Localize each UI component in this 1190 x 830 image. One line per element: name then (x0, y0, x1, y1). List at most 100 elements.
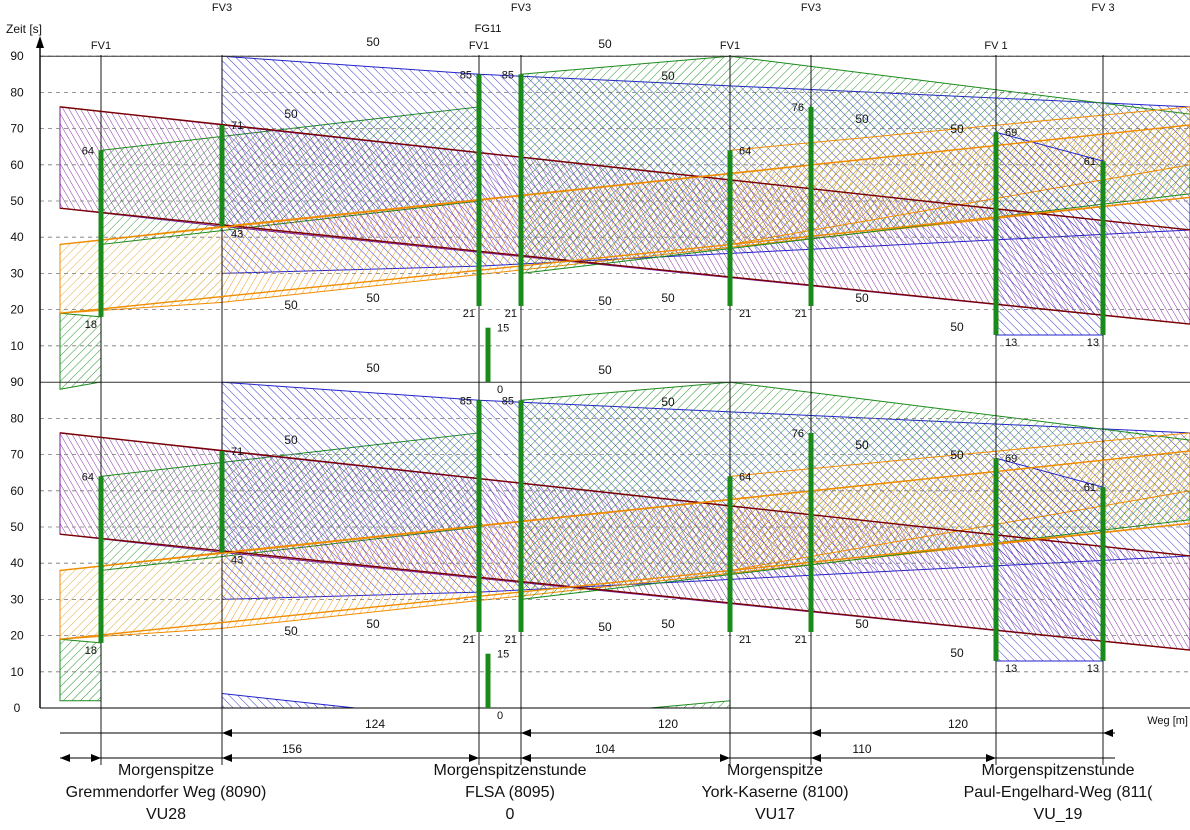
y-tick-label: 90 (10, 375, 24, 389)
speed-label: 50 (661, 69, 675, 83)
green-end-label: 15 (497, 649, 509, 661)
speed-label: 50 (855, 291, 869, 305)
green-end-label: 85 (502, 69, 514, 81)
dimension-arrowhead (91, 754, 101, 762)
band-green (649, 700, 731, 709)
junction-id: 0 (505, 806, 515, 823)
green-phase-bar (476, 400, 482, 632)
distance-label: 120 (948, 717, 968, 731)
green-start-label: 21 (463, 634, 475, 646)
green-phase-bar (476, 74, 482, 306)
green-phase-bar (808, 106, 814, 306)
junction-name: Gremmendorfer Weg (8090) (65, 784, 267, 801)
dimension-arrowhead (222, 754, 232, 762)
junction-label-3: Morgenspitze York-Kaserne (8100) VU17 (655, 760, 895, 826)
green-start-label: 43 (231, 228, 243, 240)
green-phase-bar (1100, 487, 1106, 661)
green-phase-bar (518, 400, 524, 632)
dimension-arrowhead (60, 754, 70, 762)
speed-label: 50 (855, 112, 869, 126)
progression-line (59, 533, 1190, 651)
green-phase-bar (727, 150, 733, 306)
y-tick-label: 80 (10, 411, 24, 425)
speed-label: 50 (284, 107, 298, 121)
green-start-label: 13 (1087, 663, 1099, 675)
green-end-label: 69 (1005, 127, 1017, 139)
x-axis-label: Weg [m] (1147, 715, 1188, 727)
speed-label: 50 (598, 620, 612, 634)
green-start-label: 21 (505, 634, 517, 646)
y-tick-label: 40 (10, 556, 24, 570)
dimension-arrowhead (1103, 729, 1113, 737)
speed-label: 50 (950, 122, 964, 136)
y-tick-label: 30 (10, 592, 24, 606)
speed-label: 50 (661, 617, 675, 631)
distance-label: 110 (852, 742, 871, 756)
speed-label: 50 (661, 395, 675, 409)
green-phase-bar (219, 124, 225, 227)
y-tick-label: 0 (14, 701, 21, 715)
green-phase-bar (485, 653, 491, 708)
signal-head-label: FV1 (91, 40, 111, 52)
junction-label-1: Morgenspitze Gremmendorfer Weg (8090) VU… (46, 760, 286, 826)
signal-head-label: FV 3 (1091, 2, 1114, 14)
speed-label: 50 (284, 298, 298, 312)
speed-label: 50 (366, 35, 380, 49)
green-start-label: 21 (739, 308, 751, 320)
distance-label: 104 (595, 742, 615, 756)
speed-label: 50 (950, 646, 964, 660)
y-tick-label: 50 (10, 194, 24, 208)
speed-label: 50 (855, 438, 869, 452)
green-end-label: 76 (792, 102, 804, 114)
junction-id: VU28 (145, 806, 187, 823)
signal-head-label: FG11 (475, 23, 502, 35)
green-end-label: 85 (502, 395, 514, 407)
progression-line (59, 432, 1190, 557)
progression-line (59, 522, 1190, 640)
green-phase-bar (808, 432, 814, 632)
junction-name: FLSA (8095) (465, 784, 555, 801)
signal-head-label: FV1 (469, 40, 489, 52)
junction-period: Morgenspitzenstunde (981, 762, 1135, 779)
green-end-label: 69 (1005, 453, 1017, 465)
y-tick-label: 70 (10, 122, 24, 136)
green-end-label: 71 (231, 446, 243, 458)
green-phase-bar (219, 450, 225, 553)
green-start-label: 0 (497, 384, 503, 396)
green-phase-bar (518, 74, 524, 306)
junction-period: Morgenspitze (726, 762, 824, 779)
speed-label: 50 (598, 37, 612, 51)
green-phase-bar (727, 476, 733, 632)
green-phase-bar (98, 150, 104, 317)
progression-line (59, 450, 1190, 572)
green-end-label: 85 (460, 69, 472, 81)
speed-label: 50 (598, 363, 612, 377)
y-tick-label: 60 (10, 158, 24, 172)
dimension-arrowhead (720, 754, 730, 762)
green-start-label: 21 (795, 634, 807, 646)
green-end-label: 76 (792, 428, 804, 440)
junction-label-4: Morgenspitzenstunde Paul-Engelhard-Weg (… (938, 760, 1178, 826)
y-tick-label: 70 (10, 448, 24, 462)
progression-line (59, 207, 1190, 325)
green-end-label: 85 (460, 395, 472, 407)
signal-head-label: FV3 (801, 2, 821, 14)
progression-line (59, 124, 1190, 246)
green-start-label: 13 (1087, 337, 1099, 349)
junction-id: VU_19 (1033, 806, 1083, 823)
y-tick-label: 10 (10, 665, 24, 679)
progression-line (59, 196, 1190, 314)
green-start-label: 13 (1005, 337, 1017, 349)
progression-line (59, 106, 1190, 231)
y-tick-label: 80 (10, 85, 24, 99)
green-end-label: 64 (82, 145, 94, 157)
y-tick-label: 90 (10, 49, 24, 63)
green-start-label: 21 (795, 308, 807, 320)
green-phase-bar (485, 327, 491, 382)
signal-head-label: FV3 (212, 2, 232, 14)
green-start-label: 21 (739, 634, 751, 646)
band-blue (221, 692, 356, 709)
green-start-label: 43 (231, 554, 243, 566)
